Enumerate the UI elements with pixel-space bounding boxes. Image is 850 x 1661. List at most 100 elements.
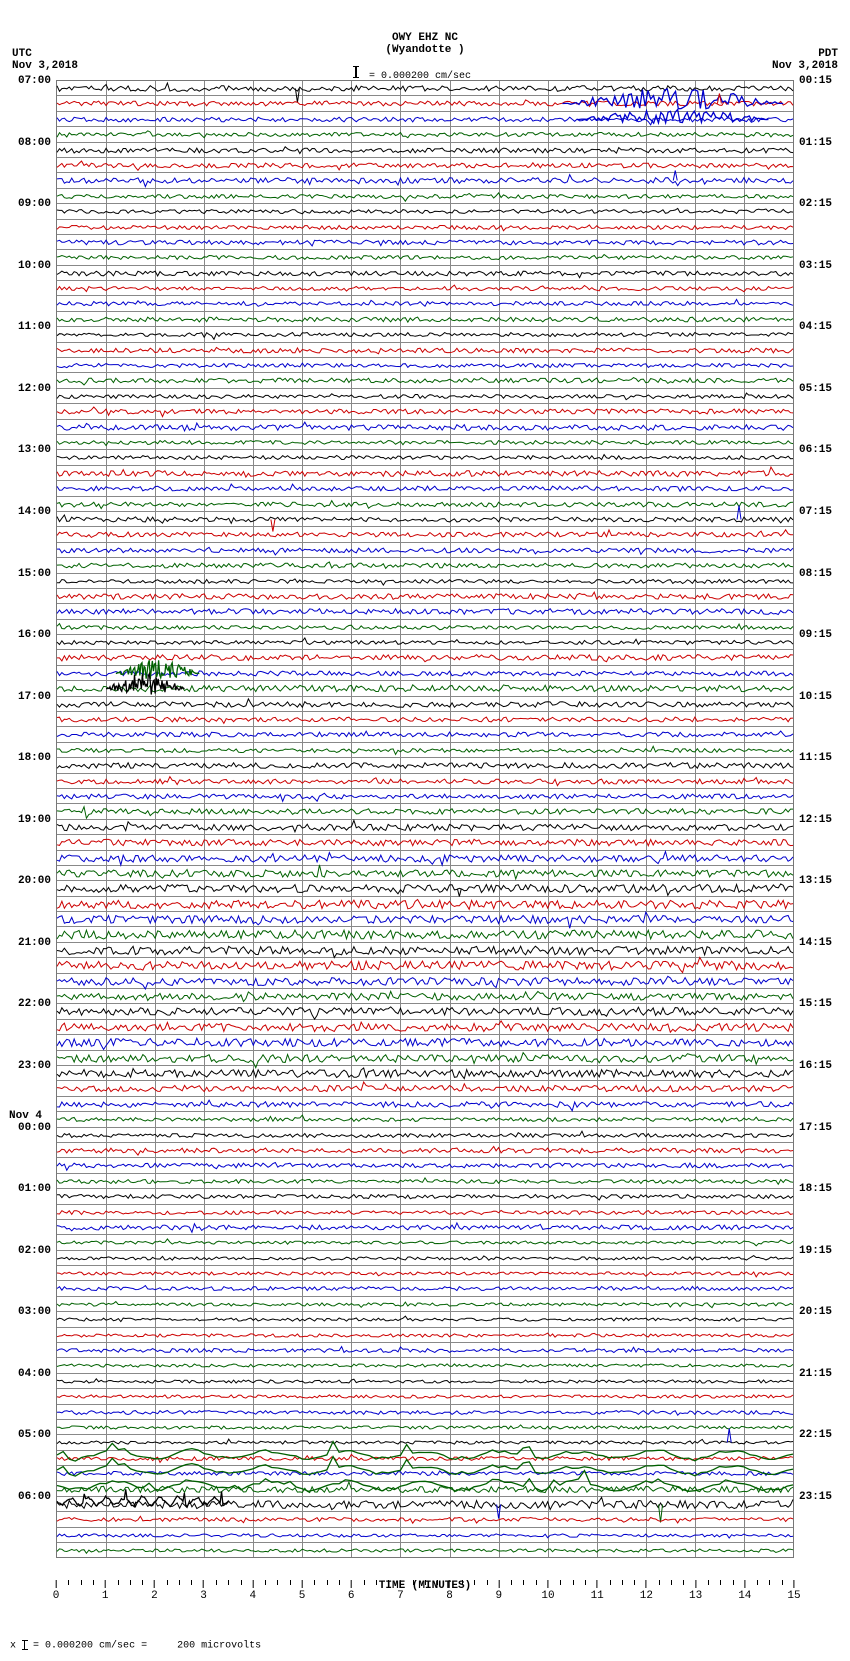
pdt-time-label: 10:15	[799, 691, 841, 703]
utc-time-label: 20:00	[9, 875, 51, 887]
utc-time-label: 12:00	[9, 383, 51, 395]
pdt-time-label: 20:15	[799, 1306, 841, 1318]
trace-row	[57, 189, 793, 204]
trace-row	[57, 250, 793, 265]
trace-row: 17:0010:15	[57, 697, 793, 712]
utc-time-label: 21:00	[9, 937, 51, 949]
pdt-time-label: 09:15	[799, 629, 841, 641]
trace-row	[57, 481, 793, 496]
left-tz: UTC	[12, 48, 78, 60]
trace-row: 22:0015:15	[57, 1004, 793, 1019]
x-tick-minor	[474, 1580, 475, 1585]
utc-time-label: 05:00	[9, 1429, 51, 1441]
trace-row: 03:0020:15	[57, 1312, 793, 1327]
trace-row	[57, 173, 793, 188]
scale-ibar-icon	[355, 66, 357, 78]
x-tick-minor	[339, 1580, 340, 1585]
trace-row	[57, 804, 793, 819]
trace-row	[57, 312, 793, 327]
trace-row	[57, 743, 793, 758]
footer-right: 200 microvolts	[177, 1641, 261, 1652]
x-tick-minor	[462, 1580, 463, 1585]
trace-row: 06:0023:15	[57, 1497, 793, 1512]
x-tick-minor	[585, 1580, 586, 1585]
utc-time-label: 02:00	[9, 1245, 51, 1257]
trace-row	[57, 497, 793, 512]
x-tick-minor	[388, 1580, 389, 1585]
trace-row	[57, 1358, 793, 1373]
trace-row: 23:0016:15	[57, 1066, 793, 1081]
x-tick: 6	[348, 1580, 355, 1602]
x-tick-minor	[118, 1580, 119, 1585]
trace-row	[57, 912, 793, 927]
trace-row	[57, 774, 793, 789]
utc-time-label: 16:00	[9, 629, 51, 641]
trace-row	[57, 712, 793, 727]
x-tick-minor	[277, 1580, 278, 1585]
trace-row	[57, 358, 793, 373]
utc-time-label: 01:00	[9, 1183, 51, 1195]
trace-row	[57, 650, 793, 665]
trace-row	[57, 1174, 793, 1189]
x-tick-minor	[437, 1580, 438, 1585]
x-tick-minor	[733, 1580, 734, 1585]
utc-time-label: 04:00	[9, 1368, 51, 1380]
right-date: Nov 3,2018	[772, 60, 838, 72]
x-tick: 4	[249, 1580, 256, 1602]
trace-row: 21:0014:15	[57, 943, 793, 958]
trace-row	[57, 1112, 793, 1127]
pdt-time-label: 14:15	[799, 937, 841, 949]
trace-row	[57, 1543, 793, 1558]
utc-time-label: 00:00	[9, 1122, 51, 1134]
trace-row	[57, 112, 793, 127]
trace-row: 04:0021:15	[57, 1374, 793, 1389]
trace-row	[57, 1035, 793, 1050]
x-tick-minor	[364, 1580, 365, 1585]
pdt-time-label: 07:15	[799, 506, 841, 518]
x-tick-minor	[720, 1580, 721, 1585]
pdt-time-label: 03:15	[799, 260, 841, 272]
header-right: PDT Nov 3,2018	[772, 48, 838, 72]
trace-row	[57, 1451, 793, 1466]
trace-row	[57, 466, 793, 481]
trace-row: 09:0002:15	[57, 204, 793, 219]
utc-time-label: 13:00	[9, 444, 51, 456]
trace-row	[57, 620, 793, 635]
pdt-time-label: 22:15	[799, 1429, 841, 1441]
trace-row: 05:0022:15	[57, 1435, 793, 1450]
x-tick: 0	[53, 1580, 60, 1602]
x-tick-minor	[93, 1580, 94, 1585]
trace-row	[57, 1328, 793, 1343]
trace-row: 13:0006:15	[57, 450, 793, 465]
footer-scale: x = 0.000200 cm/sec = 200 microvolts	[10, 1640, 850, 1652]
trace-row	[57, 296, 793, 311]
trace-row	[57, 851, 793, 866]
trace-row	[57, 1143, 793, 1158]
x-tick: 9	[495, 1580, 502, 1602]
utc-time-label: 18:00	[9, 752, 51, 764]
trace-row	[57, 373, 793, 388]
pdt-time-label: 12:15	[799, 814, 841, 826]
trace-row: 15:0008:15	[57, 574, 793, 589]
helicorder-plot: 07:0000:1508:0001:1509:0002:1510:0003:15…	[56, 80, 794, 1558]
trace-row	[57, 158, 793, 173]
trace-row	[57, 666, 793, 681]
x-tick: 1	[102, 1580, 109, 1602]
trace-row	[57, 604, 793, 619]
x-tick: 11	[591, 1580, 604, 1602]
utc-time-label: 19:00	[9, 814, 51, 826]
x-tick: 15	[787, 1580, 800, 1602]
x-tick-minor	[560, 1580, 561, 1585]
x-tick-minor	[327, 1580, 328, 1585]
utc-time-label: 23:00	[9, 1060, 51, 1072]
x-tick-minor	[179, 1580, 180, 1585]
trace-row	[57, 1466, 793, 1481]
pdt-time-label: 19:15	[799, 1245, 841, 1257]
trace-row: 07:0000:15	[57, 81, 793, 96]
trace-row	[57, 1235, 793, 1250]
utc-time-label: 07:00	[9, 75, 51, 87]
trace-row	[57, 789, 793, 804]
x-tick-minor	[290, 1580, 291, 1585]
trace-row	[57, 1297, 793, 1312]
x-tick: 2	[151, 1580, 158, 1602]
